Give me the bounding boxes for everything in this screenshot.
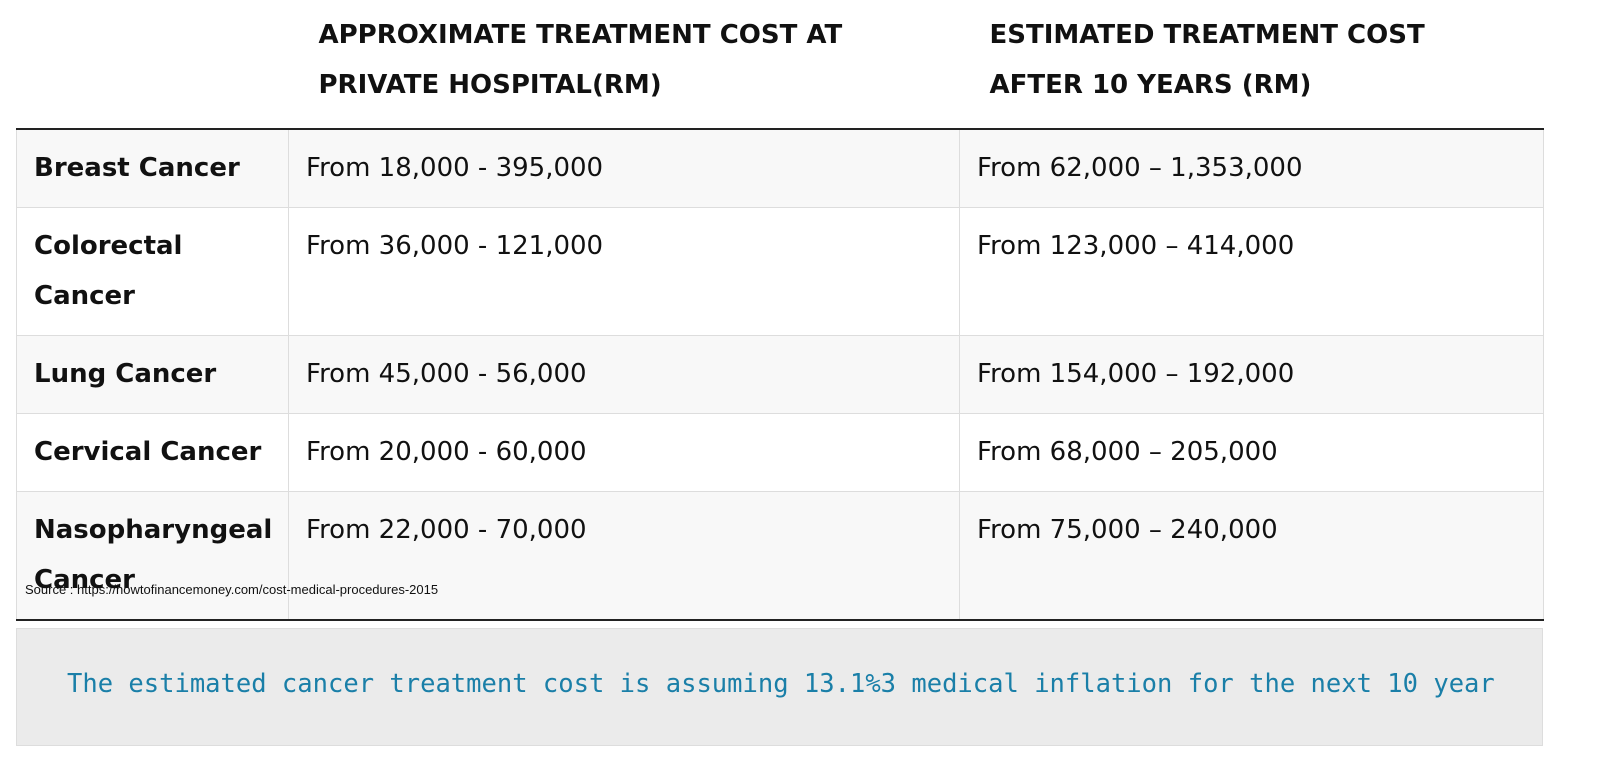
cost-table: APPROXIMATE TREATMENT COST AT PRIVATE HO… [16,0,1544,621]
row-label: Cervical Cancer [16,413,289,492]
note-text: The estimated cancer treatment cost is a… [67,669,1495,699]
row-label: Lung Cancer [16,335,289,414]
row-label: Breast Cancer [16,128,289,208]
cost-cell: From 154,000 – 192,000 [959,335,1544,414]
cost-cell: From 20,000 - 60,000 [288,413,960,492]
row-label: Nasopharyngeal Cancer [16,491,289,621]
header-row: APPROXIMATE TREATMENT COST AT PRIVATE HO… [16,0,1544,130]
table-row: Nasopharyngeal Cancer From 22,000 - 70,00… [16,491,1544,621]
header-cell: APPROXIMATE TREATMENT COST AT PRIVATE HO… [288,0,960,130]
cost-cell: From 22,000 - 70,000 [288,491,960,621]
cost-cell: From 75,000 – 240,000 [959,491,1544,621]
cost-cell: From 123,000 – 414,000 [959,207,1544,336]
cost-cell: From 45,000 - 56,000 [288,335,960,414]
table-row: Cervical Cancer From 20,000 - 60,000 From … [16,413,1544,492]
row-label: Colorectal Cancer [16,207,289,336]
source: Source : https://howtofinancemoney.com/c… [25,582,439,597]
cost-cell: From 68,000 – 205,000 [959,413,1544,492]
note-box: The estimated cancer treatment cost is a… [16,628,1543,746]
header-cell [16,0,289,130]
table-body: Breast Cancer From 18,000 - 395,000 From 6… [16,128,1544,621]
table-row: Lung Cancer From 45,000 - 56,000 From 154,… [16,335,1544,414]
cost-cell: From 36,000 - 121,000 [288,207,960,336]
cost-cell: From 18,000 - 395,000 [288,128,960,208]
table-row: Breast Cancer From 18,000 - 395,000 From 6… [16,128,1544,208]
table-row: Colorectal Cancer From 36,000 - 121,000 Fr… [16,207,1544,336]
cost-cell: From 62,000 – 1,353,000 [959,128,1544,208]
header-cell: ESTIMATED TREATMENT COST AFTER 10 YEARS … [959,0,1544,130]
